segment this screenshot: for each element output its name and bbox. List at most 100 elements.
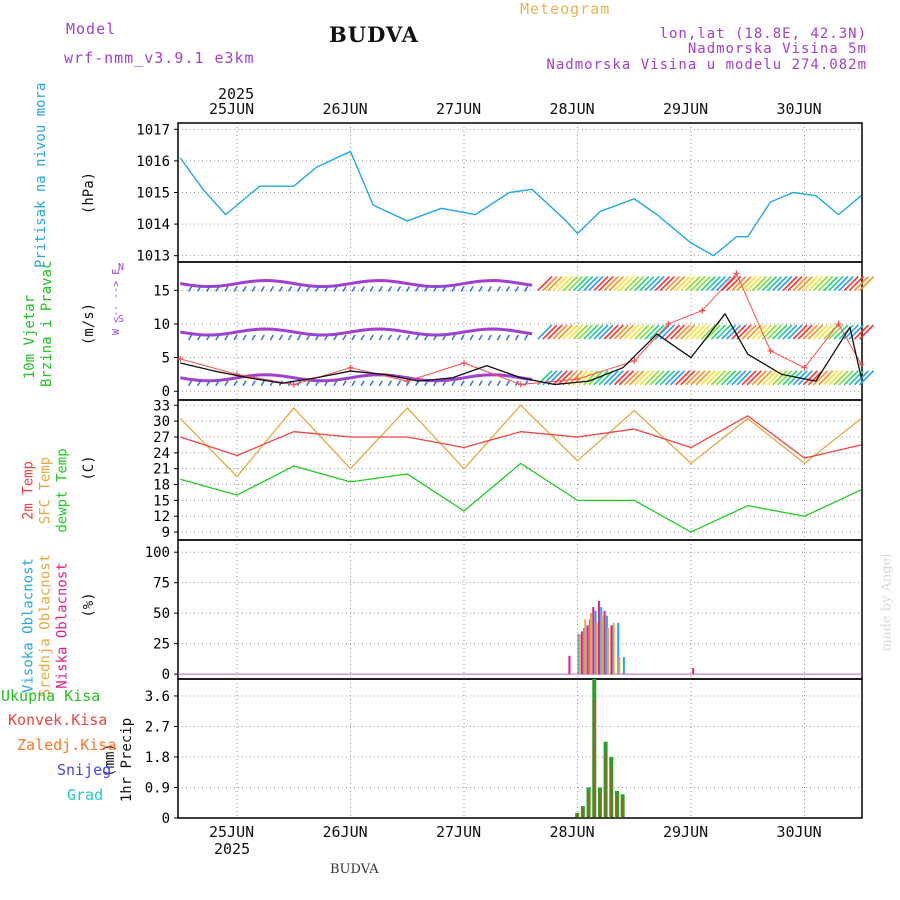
temperature-ytick-label: 30 [153, 414, 170, 430]
top-day-label: 25JUN [209, 100, 255, 118]
wind-arrow [333, 380, 338, 387]
wind-barb [624, 275, 640, 292]
wind-gust-marker [767, 347, 774, 354]
wind-arrow [233, 286, 238, 292]
wind-barb [731, 370, 747, 386]
cloud-ytick-label: 25 [153, 637, 170, 653]
sfc-temp-line [179, 404, 862, 478]
wind-arrow [487, 380, 492, 387]
wind-arrow [424, 334, 429, 341]
cloud-bar [605, 615, 608, 675]
wind-barb [659, 275, 675, 292]
wind-barb [547, 370, 563, 386]
wind-barb [818, 324, 834, 340]
wind-barb [670, 370, 686, 386]
wind-barb [562, 275, 578, 292]
cloud-bar [568, 655, 571, 675]
temperature-ytick-label: 27 [153, 430, 170, 446]
wind-arrow [523, 286, 529, 292]
wind-barb [675, 370, 691, 386]
wind-arrow [424, 286, 429, 292]
wind-barb [802, 275, 818, 292]
wind-barb [562, 324, 578, 340]
wind-arrow [378, 286, 383, 292]
wind-barb [537, 275, 553, 292]
wind-barb [731, 324, 747, 340]
wind-barb [654, 370, 670, 386]
wind-barb [644, 275, 660, 292]
wind-barb [639, 275, 655, 292]
wind-arrow [414, 286, 420, 292]
wind-barb [797, 370, 813, 386]
cloud-ytick-label: 100 [145, 545, 170, 561]
wind-barb [833, 324, 849, 340]
wind-barb [741, 370, 757, 386]
wind-barb [772, 275, 788, 292]
wind-arrow [505, 380, 511, 387]
cloud-bar [597, 600, 600, 675]
wind-barb [787, 275, 803, 292]
wind-barb [853, 370, 870, 386]
pressure-ytick-label: 1013 [136, 249, 170, 265]
wind-arrow [278, 286, 284, 292]
wind-barb [680, 275, 696, 292]
wind-barb [792, 275, 808, 292]
wind-arrow [296, 286, 302, 292]
wind-barb [664, 324, 681, 340]
wind-arrow [469, 286, 474, 292]
wind-barb [761, 275, 778, 292]
wind-arrow [197, 380, 202, 387]
wind-arrow [269, 286, 274, 292]
wind-barb [649, 370, 665, 386]
wind-gust-marker [574, 376, 581, 383]
wind-barb [818, 370, 834, 386]
wind-arrow [378, 334, 383, 341]
wind-barb [634, 324, 650, 340]
wind-arrow [442, 380, 447, 387]
wind-arrow [396, 286, 402, 292]
top-day-label: 29JUN [663, 100, 709, 118]
precip-conv-bar [621, 797, 624, 818]
cloud-bar [603, 610, 606, 675]
wind-barb [542, 324, 558, 340]
wind-arrow [242, 286, 247, 292]
wind-barb [649, 324, 665, 340]
wind-barb [624, 370, 640, 386]
precip-ytick-label: 3.6 [145, 689, 170, 705]
wind-barb [588, 324, 604, 340]
wind-barb [756, 275, 772, 292]
lonlat-label: lon,lat (18.8E, 42.3N) [659, 26, 867, 42]
wind-arrow [496, 286, 501, 292]
temperature-ytick-label: 24 [153, 446, 170, 462]
wind-barb [782, 370, 798, 386]
cloud-bar [692, 668, 695, 675]
wind-barb [823, 275, 839, 292]
wind-barb [715, 370, 732, 386]
wind-barb [537, 324, 553, 340]
wind-gust-marker [858, 361, 865, 368]
wind-barb [618, 275, 635, 292]
wind-arrow [387, 334, 393, 341]
precip-ytick-label: 0 [162, 811, 170, 827]
wind-dir-s: S [118, 314, 125, 325]
wind-barb [705, 275, 721, 292]
wind-arrow [206, 380, 211, 387]
wind-arrow [369, 286, 374, 292]
wind-barb [644, 370, 660, 386]
cloud-ytick-label: 0 [162, 667, 170, 683]
footer-station: BUDVA [330, 862, 379, 877]
wind-barb [629, 275, 645, 292]
wind-direction-row [180, 327, 533, 337]
wind-gust-marker [801, 364, 808, 371]
wind-barb [664, 370, 681, 386]
wind-arrow [233, 380, 238, 387]
wind-barb [700, 275, 716, 292]
wind-barb [853, 324, 870, 340]
wind-barb [777, 275, 793, 292]
wind-barb [843, 370, 859, 386]
pressure-frame [177, 122, 863, 263]
wind-barb [751, 275, 767, 292]
precip-frame [177, 678, 863, 819]
wind-barb [557, 370, 573, 386]
temperature-ytick-label: 18 [153, 478, 170, 494]
